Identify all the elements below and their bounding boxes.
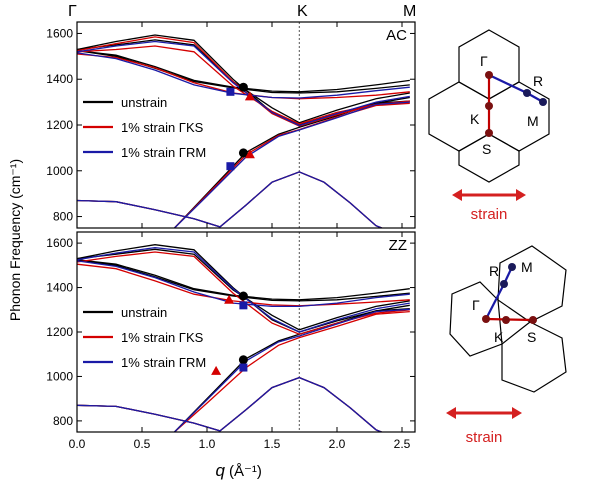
series-2-branch-2 [174,101,410,228]
panel-ac: 800 1000 1200 1400 1600 AC unstrain 1% strain Γ… [46,21,416,229]
point-r [523,89,531,97]
marker-square [226,87,235,96]
series-2-branch-2 [174,308,410,432]
label-r: R [489,263,499,279]
series-0-branch-5 [77,376,384,432]
marker-triangle [211,365,222,375]
point-s [529,316,537,324]
top-label-m: M [403,3,416,20]
marker-circle [238,148,248,158]
arrowhead-right [516,189,526,201]
legend-label: 1% strain ΓKS [121,120,204,135]
x-tick-label: 2.5 [394,437,411,451]
label-k: K [494,329,504,345]
legend-label: unstrain [121,305,167,320]
series-1-branch-0 [77,36,410,127]
series-2-branch-3 [77,376,384,432]
point-gamma [482,315,490,323]
panel-zz: 800 1000 1200 1400 1600 0.0 0.5 1.0 1.5 2.0 2.5 ZZ u… [46,231,416,451]
legend-label: 1% strain ΓKS [121,330,204,345]
panel-label: ZZ [389,237,407,254]
series-1-branch-4 [77,171,384,228]
series-0-branch-2 [77,49,410,93]
series-0-branch-2 [77,259,410,301]
marker-square [239,363,248,372]
series-2-branch-3 [77,171,384,228]
marker-square [239,301,248,310]
point-m [539,98,547,106]
y-tick-label: 1600 [46,26,73,40]
marker-circle [238,291,248,301]
point-s [485,129,493,137]
point-r [500,280,508,288]
top-label-k: K [297,3,308,20]
hexagon [428,81,490,152]
label-gamma: Γ [472,297,480,313]
hexagon [501,321,567,393]
x-tick-label: 0.0 [69,437,86,451]
x-tick-label: 1.5 [264,437,281,451]
marker-triangle [244,149,255,159]
x-tick-label: 0.5 [134,437,151,451]
y-tick-label: 1200 [46,118,73,132]
y-tick-label: 1400 [46,281,73,295]
label-gamma: Γ [480,53,488,69]
panel-label: AC [386,27,407,44]
x-tick-label: 2.0 [329,437,346,451]
y-tick-label: 800 [53,210,73,224]
label-s: S [527,329,536,345]
series-0-branch-3 [77,259,410,302]
hexagon [488,81,550,152]
hexagon [458,133,520,183]
y-tick-label: 1200 [46,325,73,339]
y-tick-label: 1000 [46,164,73,178]
path-gamma-r [485,283,505,320]
point-k [485,102,493,110]
top-label-gamma: Γ [68,3,77,20]
y-tick-label: 800 [53,414,73,428]
x-axis-unit: (Å⁻¹) [229,463,262,480]
series-1-branch-3 [174,102,410,228]
strain-caption: strain [466,429,503,446]
bz-diagram-top: Γ R K M S strain [428,29,550,223]
label-m: M [527,113,539,129]
point-gamma [485,71,493,79]
series-2-branch-0 [77,246,410,333]
y-tick-label: 1000 [46,369,73,383]
y-tick-label: 1600 [46,236,73,250]
series-0-branch-4 [174,308,410,432]
marker-triangle [224,294,235,304]
y-tick-label: 1400 [46,72,73,86]
series-1-branch-2 [174,310,410,432]
arrowhead-left [446,407,456,419]
x-axis-label: q [216,461,226,480]
label-k: K [470,111,480,127]
marker-circle [238,82,248,92]
y-axis-label: Phonon Frequency (cm⁻¹) [7,159,23,321]
series-1-branch-3 [77,376,384,432]
marker-square [226,162,235,171]
bz-diagram-bottom: R M Γ K S strain [446,245,567,446]
point-m [508,263,516,271]
arrowhead-right [512,407,522,419]
label-m: M [521,259,533,275]
hexagon [497,245,567,323]
label-s: S [482,141,491,157]
legend-label: 1% strain ΓRM [121,355,206,370]
marker-circle [238,355,248,365]
legend-label: 1% strain ΓRM [121,145,206,160]
marker-triangle [244,91,255,101]
series-0-branch-5 [77,171,384,228]
legend-label: unstrain [121,95,167,110]
series-2-branch-1 [77,260,410,308]
arrowhead-left [452,189,462,201]
x-tick-label: 1.0 [199,437,216,451]
series-2-branch-1 [77,52,410,99]
label-r: R [533,73,543,89]
point-k [502,316,510,324]
path-gamma-r [488,74,528,94]
strain-caption: strain [471,206,508,223]
